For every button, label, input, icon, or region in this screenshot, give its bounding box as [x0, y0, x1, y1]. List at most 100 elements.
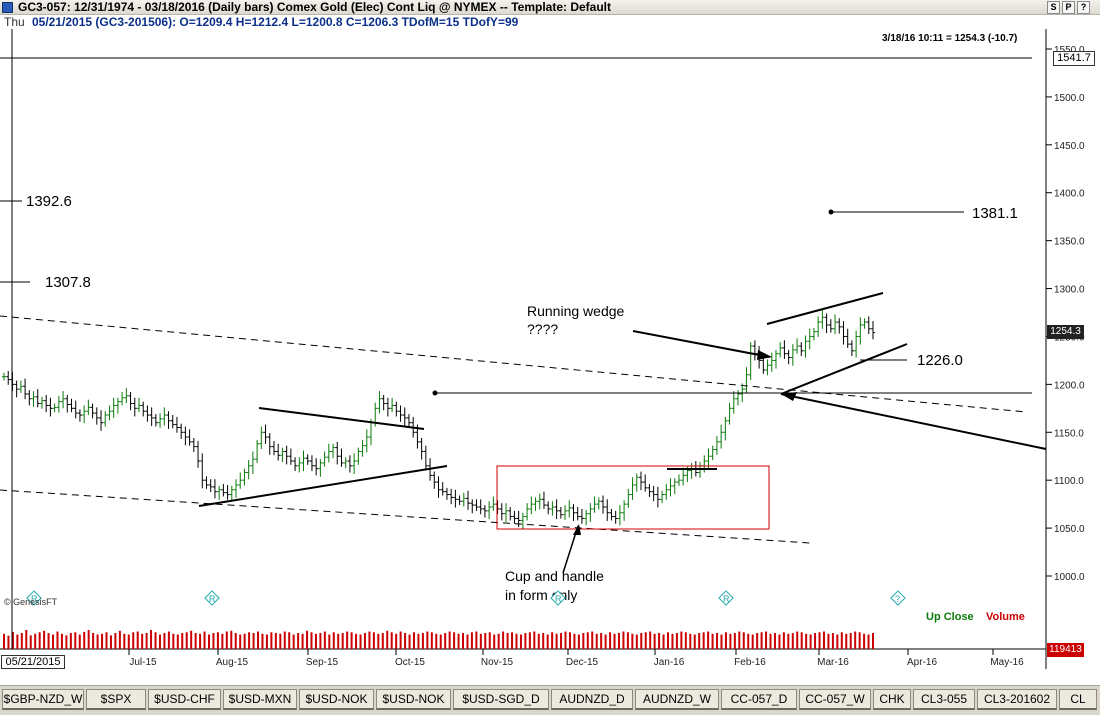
price-bar [2, 372, 6, 381]
volume-bar [760, 632, 763, 649]
price-bar [871, 321, 875, 340]
tab-cl[interactable]: CL [1059, 689, 1097, 710]
volume-bar [653, 633, 656, 649]
running-wedge-label: Running wedge [527, 303, 625, 319]
tab-cl3-055[interactable]: CL3-055 [913, 689, 975, 710]
volume-bar [328, 634, 331, 649]
volume-bar [399, 631, 402, 649]
copyright-text: © GenesisFT [4, 597, 58, 607]
price-chart[interactable]: 1000.01050.01100.01150.01200.01250.01300… [0, 29, 1100, 669]
tab-cl3-201602[interactable]: CL3-201602 [977, 689, 1057, 710]
price-bar [419, 438, 424, 460]
price-bar [174, 416, 179, 433]
price-bar [719, 424, 724, 449]
volume-bar [711, 633, 714, 649]
volume-bar [533, 631, 536, 649]
event-marker-3[interactable]: R [718, 590, 734, 606]
price-bar [862, 318, 867, 329]
volume-bar [849, 633, 852, 649]
wedge-pointer-line [632, 330, 771, 358]
volume-bar [381, 633, 384, 649]
volume-bar [297, 633, 300, 649]
price-tick-label: 1300.0 [1054, 285, 1085, 296]
help-button[interactable]: ? [1077, 1, 1090, 14]
price-bar [647, 484, 652, 497]
volume-bar [863, 633, 866, 649]
tab-spx[interactable]: $SPX [86, 689, 146, 710]
s-button[interactable]: S [1047, 1, 1060, 14]
label-1226: 1226.0 [917, 352, 963, 369]
price-bar [575, 507, 580, 521]
volume-bar [470, 632, 473, 649]
price-bar [288, 448, 293, 465]
tab-usd-nok-2[interactable]: $USD-NOK [376, 689, 451, 710]
event-marker-1[interactable]: R [204, 590, 220, 606]
volume-bar [252, 633, 255, 649]
price-tick-label: 1000.0 [1054, 572, 1085, 583]
volume-bar [404, 633, 407, 649]
volume-bar [288, 632, 291, 649]
volume-bar [225, 631, 228, 649]
tab-usd-nok[interactable]: $USD-NOK [299, 689, 374, 710]
volume-bar [778, 634, 781, 649]
chart-svg[interactable]: 1000.01050.01100.01150.01200.01250.01300… [0, 29, 1100, 669]
volume-bar [185, 632, 188, 649]
volume-bar [493, 634, 496, 649]
price-bar [44, 394, 49, 413]
volume-bar [818, 632, 821, 649]
price-bar [111, 397, 116, 418]
volume-bar [310, 632, 313, 649]
volume-bar [662, 634, 665, 649]
event-marker-2[interactable]: R [550, 590, 566, 606]
volume-bar [742, 632, 745, 649]
volume-bar [858, 632, 861, 649]
price-bar [803, 335, 808, 358]
tab-chk[interactable]: CHK [873, 689, 911, 710]
price-bar [356, 447, 361, 465]
price-bar [347, 455, 352, 473]
tab-audnzd-w[interactable]: AUDNZD_W [635, 689, 719, 710]
price-bar [482, 505, 487, 518]
volume-bar [181, 633, 184, 649]
price-bar [284, 445, 289, 465]
tab-usd-mxn[interactable]: $USD-MXN [223, 689, 297, 710]
price-bar [267, 433, 272, 455]
p-button[interactable]: P [1062, 1, 1075, 14]
wedge-pointer-arrowhead [757, 350, 772, 360]
price-bar [280, 447, 285, 462]
volume-bar [319, 633, 322, 649]
price-bar [132, 397, 137, 417]
tab-usd-chf[interactable]: $USD-CHF [148, 689, 221, 710]
price-bar [537, 493, 542, 510]
price-bar [811, 327, 816, 341]
tab-audnzd-d[interactable]: AUDNZD_D [551, 689, 633, 710]
time-tick-label: Dec-15 [566, 657, 599, 668]
volume-bar [221, 633, 224, 649]
volume-bar [337, 633, 340, 649]
cup-handle-label: Cup and handle [505, 568, 604, 584]
event-marker-4[interactable]: ? [890, 590, 906, 606]
price-bar [326, 443, 331, 463]
tab-gbp-nzd-w[interactable]: $GBP-NZD_W [2, 689, 84, 710]
volume-bar [314, 633, 317, 649]
price-bar [377, 391, 382, 414]
price-bar [714, 436, 719, 455]
event-marker-5[interactable]: R [26, 590, 42, 606]
volume-bar [595, 633, 598, 649]
tab-usd-sgd-d[interactable]: $USD-SGD_D [453, 689, 549, 710]
price-bar [179, 423, 184, 439]
price-bar [457, 495, 462, 506]
price-bar [845, 328, 850, 348]
volume-bar [439, 634, 442, 649]
window-titlebar: GC3-057: 12/31/1974 - 03/18/2016 (Daily … [0, 0, 1100, 15]
volume-bar [564, 631, 567, 649]
price-bar [723, 416, 728, 441]
tab-cc-057-w[interactable]: CC-057_W [799, 689, 871, 710]
volume-bar [747, 633, 750, 649]
price-bar [668, 478, 673, 497]
price-bar [613, 510, 618, 524]
volume-bar [600, 633, 603, 649]
tab-cc-057-d[interactable]: CC-057_D [721, 689, 797, 710]
volume-bar [546, 634, 549, 649]
volume-bar [782, 632, 785, 649]
